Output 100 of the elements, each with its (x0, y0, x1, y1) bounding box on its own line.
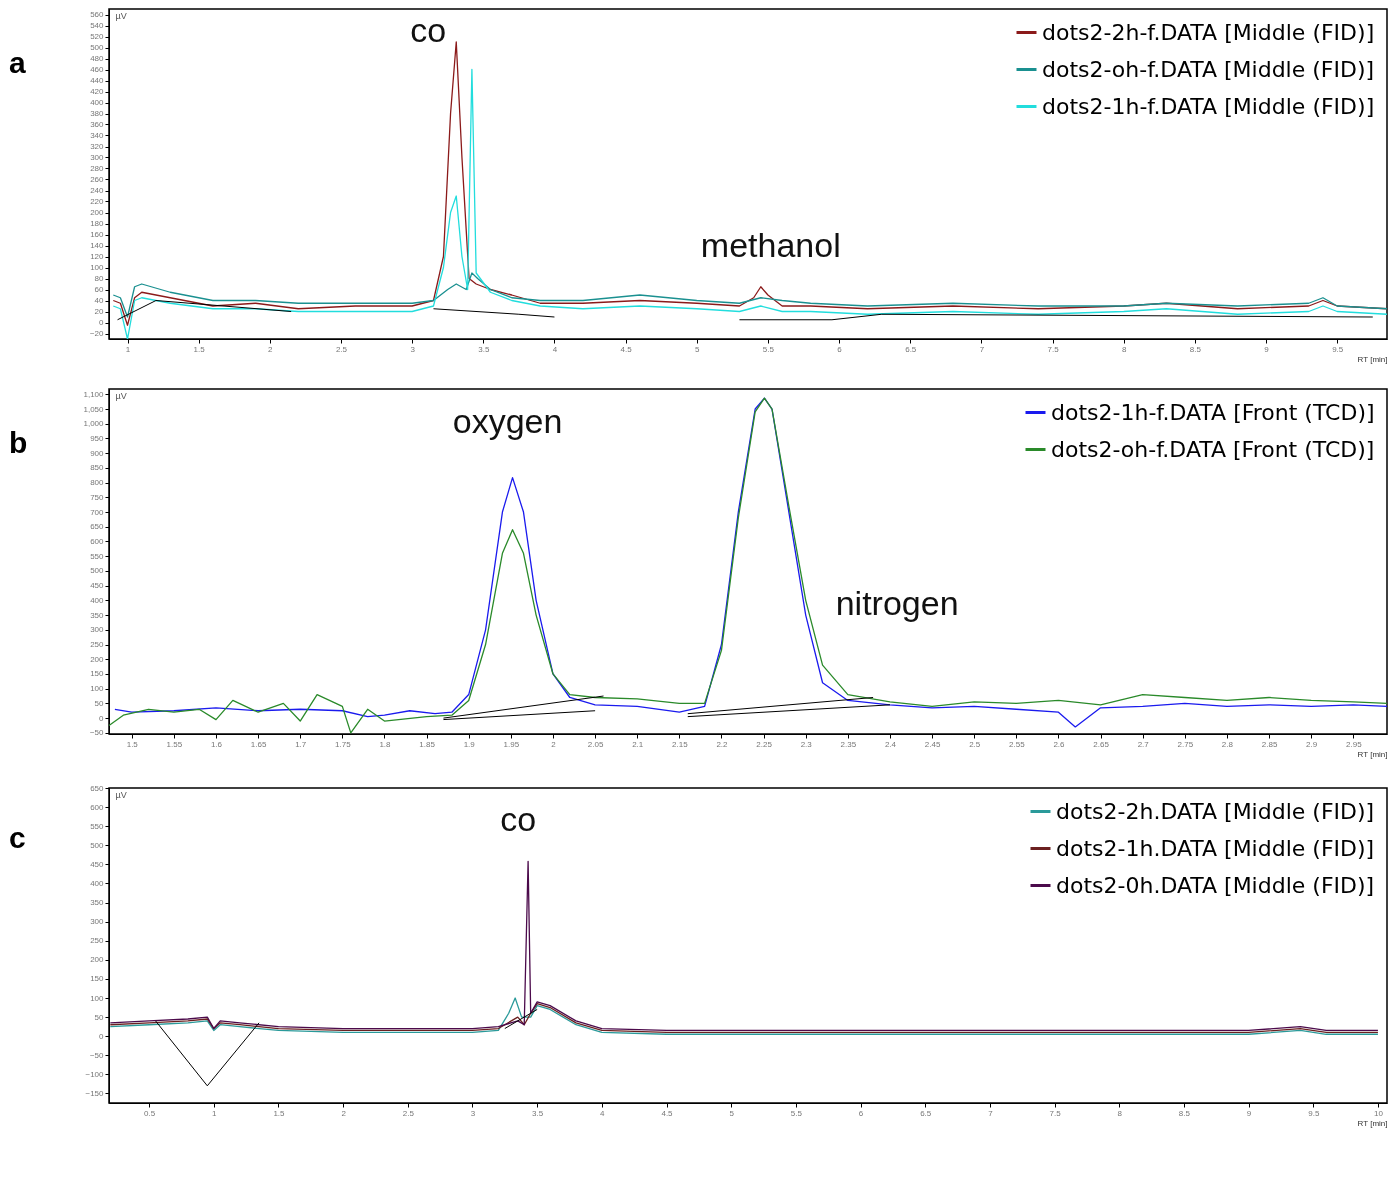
x-tick-label: 4.5 (620, 344, 633, 354)
y-tick-label: −50 (89, 728, 105, 738)
y-tick-label: 120 (90, 252, 105, 261)
x-tick-label: 2.25 (756, 739, 773, 749)
x-tick-label: 2.1 (632, 739, 644, 749)
y-tick-label: 180 (90, 219, 105, 228)
y-tick-label: 50 (94, 1012, 105, 1022)
y-tick-label: 150 (90, 669, 105, 679)
text: c (9, 821, 26, 854)
x-tick-label: 9 (1264, 344, 1270, 354)
y-tick-label: 0 (99, 713, 105, 723)
x-tick-label: 2.6 (1053, 739, 1066, 749)
y-tick-label: 460 (90, 65, 105, 74)
x-tick-label: 1 (212, 1108, 218, 1118)
x-tick-label: 2.9 (1306, 739, 1318, 749)
y-tick-label: 300 (90, 153, 105, 162)
x-tick-label: 2.4 (884, 739, 897, 749)
y-tick-label: 700 (90, 507, 105, 517)
y-tick-label: 100 (90, 263, 105, 272)
y-tick-label: 150 (90, 974, 105, 984)
x-tick-label: 3 (470, 1108, 476, 1118)
y-tick-label: 800 (90, 478, 105, 488)
y-tick-label: 540 (90, 21, 105, 30)
x-tick-label: 1.7 (295, 739, 307, 749)
y-tick-label: 440 (90, 76, 105, 85)
x-tick-label: 1.65 (250, 739, 267, 749)
x-tick-label: 2.45 (924, 739, 941, 749)
y-tick-label: 300 (90, 917, 105, 927)
legend-label: dots2-1h-f.DATA [Middle (FID)] (1042, 93, 1375, 119)
x-tick-label: 1 (125, 344, 131, 354)
y-tick-label: 250 (90, 640, 105, 650)
y-tick-label: 1,100 (83, 389, 105, 399)
legend-label: dots2-1h.DATA [Middle (FID)] (1056, 835, 1375, 861)
y-tick-label: 350 (90, 610, 105, 620)
x-tick-label: 8.5 (1189, 344, 1202, 354)
x-tick-label: 7.5 (1047, 344, 1060, 354)
x-tick-label: 2 (551, 739, 557, 749)
x-tick-label: 1.6 (210, 739, 223, 749)
y-tick-label: 600 (90, 536, 105, 546)
y-tick-label: 380 (90, 109, 105, 118)
x-tick-label: 2.5 (969, 739, 981, 749)
x-tick-label: 1.5 (193, 344, 206, 354)
y-tick-label: 200 (90, 955, 105, 965)
y-tick-label: 550 (90, 551, 105, 561)
x-tick-label: 7.5 (1049, 1108, 1062, 1118)
y-tick-label: 160 (90, 230, 105, 239)
x-tick-label: 2.7 (1137, 739, 1150, 749)
y-tick-label: 550 (90, 821, 105, 831)
x-tick-label: 4 (600, 1108, 606, 1118)
y-tick-label: 50 (94, 698, 105, 708)
legend-label: dots2-2h.DATA [Middle (FID)] (1056, 798, 1375, 824)
x-tick-label: 9 (1246, 1108, 1252, 1118)
x-axis-title: RT [min] (1357, 749, 1388, 759)
y-tick-label: 450 (90, 581, 105, 591)
y-tick-label: 260 (90, 175, 105, 184)
y-tick-label: 850 (90, 463, 105, 473)
y-tick-label: 300 (90, 625, 105, 635)
annotation: oxygen (452, 401, 563, 440)
x-tick-label: 1.9 (463, 739, 476, 749)
y-tick-label: 140 (90, 241, 105, 250)
x-tick-label: 9.5 (1332, 344, 1344, 354)
y-tick-label: 450 (90, 859, 105, 869)
x-tick-label: 2.75 (1177, 739, 1194, 749)
x-tick-label: 2.2 (716, 739, 729, 749)
y-tick-label: 400 (90, 878, 105, 888)
y-tick-label: 420 (90, 87, 105, 96)
y-tick-label: 360 (90, 120, 105, 129)
y-tick-label: 40 (94, 296, 105, 305)
x-tick-label: 5.5 (790, 1108, 803, 1118)
y-tick-label: 1,050 (83, 404, 105, 414)
x-tick-label: 5.5 (762, 344, 775, 354)
x-tick-label: 10 (1373, 1108, 1384, 1118)
x-tick-label: 1.55 (166, 739, 183, 749)
y-tick-label: 20 (94, 307, 105, 316)
y-tick-label: 60 (94, 285, 105, 294)
x-tick-label: 2.95 (1346, 739, 1363, 749)
y-tick-label: −50 (89, 1050, 105, 1060)
x-tick-label: 2.55 (1009, 739, 1026, 749)
x-axis-title: RT [min] (1357, 1118, 1388, 1128)
y-tick-label: 650 (90, 522, 105, 532)
x-tick-label: 1.75 (335, 739, 352, 749)
x-tick-label: 4 (552, 344, 558, 354)
x-tick-label: 2.85 (1261, 739, 1278, 749)
x-tick-label: 7 (988, 1108, 994, 1118)
y-tick-label: 200 (90, 654, 105, 664)
x-tick-label: 8 (1121, 344, 1127, 354)
y-tick-label: 280 (90, 164, 105, 173)
legend-label: dots2-0h.DATA [Middle (FID)] (1056, 872, 1375, 898)
y-tick-label: 650 (90, 783, 105, 793)
y-tick-label: −20 (89, 329, 105, 338)
y-tick-label: 400 (90, 595, 105, 605)
legend-label: dots2-oh-f.DATA [Front (TCD)] (1051, 436, 1375, 462)
x-axis-title: RT [min] (1357, 354, 1388, 364)
x-tick-label: 2 (268, 344, 274, 354)
x-tick-label: 3 (410, 344, 416, 354)
legend-label: dots2-oh-f.DATA [Middle (FID)] (1042, 56, 1375, 82)
y-tick-label: 400 (90, 98, 105, 107)
x-tick-label: 2.5 (335, 344, 348, 354)
x-tick-label: 2 (341, 1108, 347, 1118)
x-tick-label: 6.5 (905, 344, 917, 354)
